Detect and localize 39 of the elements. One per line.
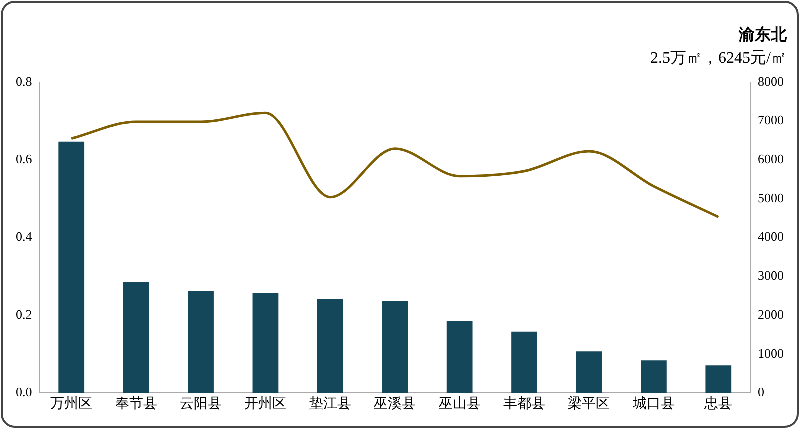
bar	[382, 301, 408, 394]
bar	[512, 332, 538, 394]
y2-tick-label: 8000	[758, 74, 784, 89]
bar	[641, 360, 667, 394]
bar	[446, 320, 473, 394]
x-tick-label: 云阳县	[180, 396, 222, 412]
x-tick-label: 开州区	[244, 396, 287, 412]
x-tick-label: 巫山县	[438, 396, 481, 412]
bar	[123, 282, 150, 394]
y2-tick-label: 5000	[758, 190, 784, 206]
y-tick-label: 0.6	[16, 152, 33, 167]
x-tick-label: 垫江县	[309, 396, 352, 412]
x-tick-label: 城口县	[632, 396, 675, 412]
x-tick-label: 奉节县	[115, 396, 158, 412]
bar	[706, 366, 732, 394]
y2-tick-label: 7000	[758, 112, 784, 128]
y-tick-label: 0.0	[16, 384, 32, 400]
x-tick-label: 梁平区	[568, 396, 610, 412]
bar	[576, 352, 602, 394]
y-tick-label: 0.4	[16, 229, 33, 244]
chart-subtitle: 2.5万㎡，6245元/㎡	[650, 50, 787, 68]
bar	[188, 291, 214, 394]
x-tick-label: 丰都县	[504, 396, 546, 412]
bar	[317, 299, 344, 394]
x-tick-label: 巫溪县	[374, 396, 416, 412]
chart-title: 渝东北	[738, 24, 788, 44]
line-series	[70, 112, 720, 218]
bar	[252, 293, 279, 394]
y2-tick-label: 4000	[758, 229, 784, 244]
y2-tick-label: 3000	[758, 268, 784, 284]
y2-tick-label: 1000	[758, 346, 784, 361]
y2-tick-label: 2000	[758, 306, 784, 322]
y-tick-label: 0.2	[16, 306, 32, 322]
x-tick-label: 忠县	[704, 396, 733, 412]
y2-tick-label: 0	[758, 384, 764, 400]
y-tick-label: 0.8	[16, 74, 32, 89]
y2-tick-label: 6000	[758, 152, 784, 167]
bar	[58, 142, 85, 394]
x-tick-label: 万州区	[50, 396, 93, 412]
